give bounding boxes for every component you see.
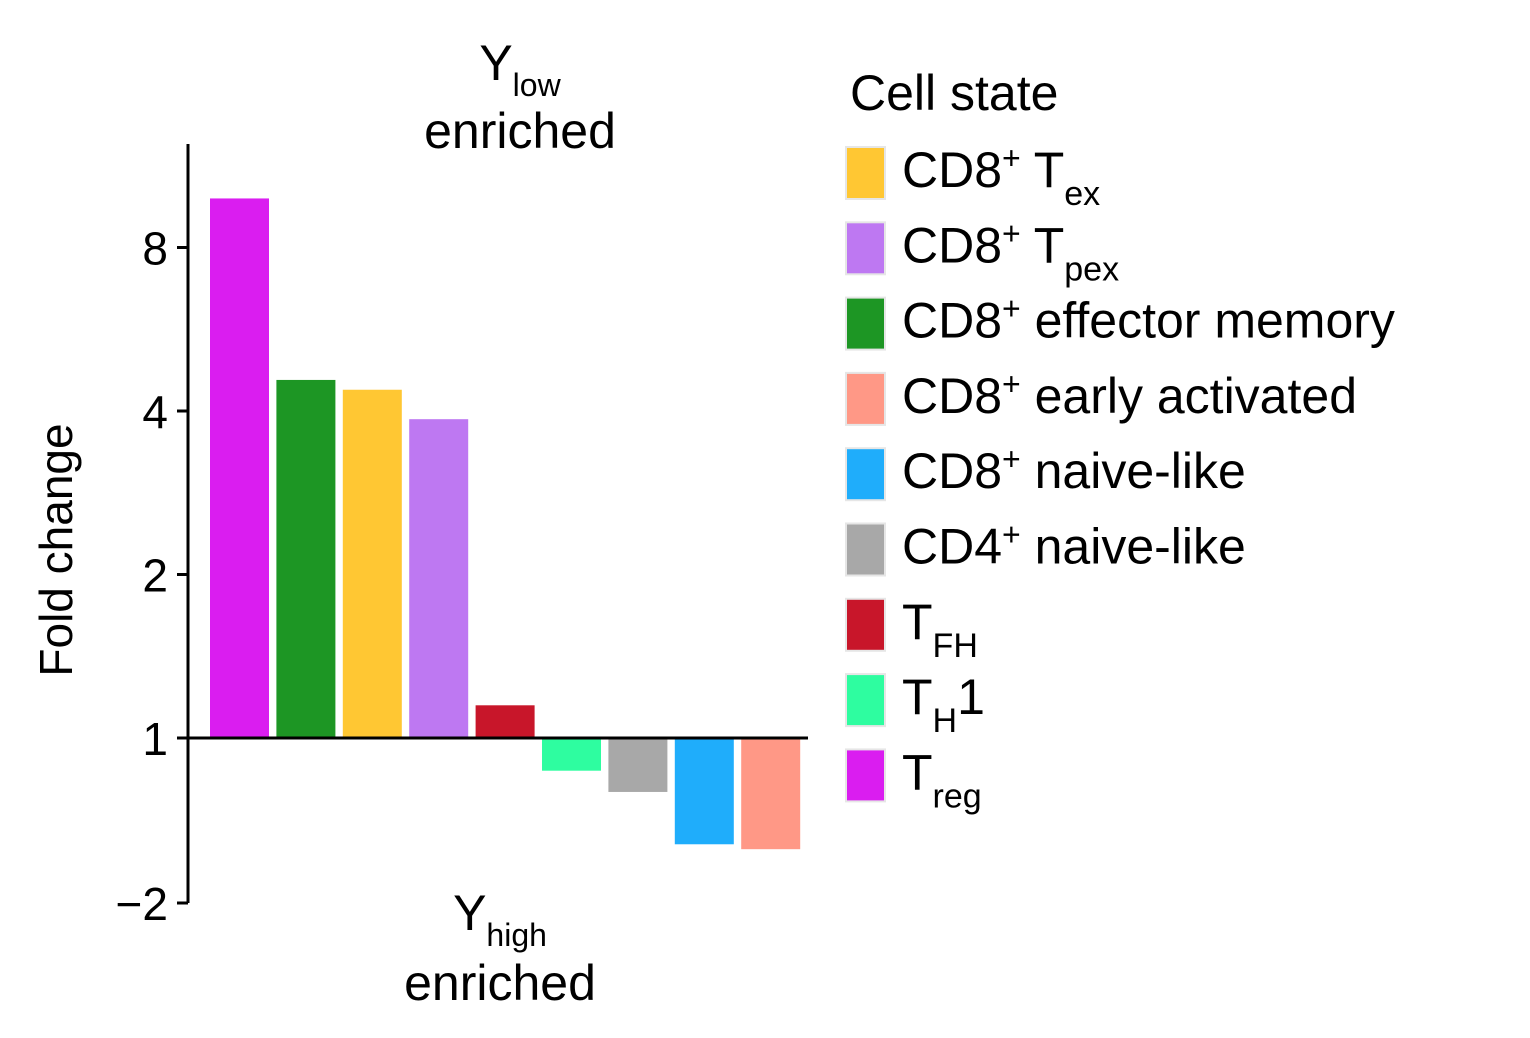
bars-group (210, 198, 801, 850)
bar-cd8_tpex (409, 419, 469, 738)
bar-cd8_early (741, 738, 801, 850)
bar-cd4_naive (608, 738, 668, 792)
bar-cd8_tex (342, 389, 402, 738)
y-tick-label: 2 (142, 550, 168, 602)
legend-swatch-cd8_naive (845, 447, 886, 502)
top-annotation-enriched-label: enriched (424, 103, 616, 159)
y-axis: −2 1 2 4 8 Fold change (30, 144, 808, 930)
legend-swatch-cd8_tex (845, 146, 886, 200)
legend-label-cd8_naive: CD8+ naive-like (902, 441, 1246, 499)
legend-label-cd8_early: CD8+ early activated (902, 366, 1357, 424)
y-tick-label: 4 (142, 386, 168, 438)
legend-title: Cell state (850, 65, 1058, 121)
bar-th1 (542, 738, 601, 771)
bar-cd8_naive (674, 738, 734, 845)
y-axis-title: Fold change (30, 423, 82, 676)
legend-label-th1: TH1 (902, 669, 985, 740)
bottom-annotation-enriched-label: enriched (404, 955, 596, 1011)
legend-label-cd8_tpex: CD8+ Tpex (902, 215, 1119, 288)
legend-label-cd8_em: CD8+ effector memory (902, 291, 1395, 349)
legend-swatch-cd8_em (845, 296, 886, 351)
bar-treg (210, 198, 269, 738)
top-annotation-label: Ylow (479, 35, 561, 103)
legend-label-treg: Treg (902, 744, 982, 815)
legend-swatch-th1 (845, 673, 886, 728)
legend-label-cd8_tex: CD8+ Tex (902, 140, 1100, 213)
legend-label-cd4_naive: CD4+ naive-like (902, 517, 1246, 575)
bar-cd8_em (276, 379, 336, 738)
legend-swatch-tfh (845, 597, 886, 652)
bar-tfh (475, 705, 535, 738)
legend-label-tfh: TFH (902, 594, 978, 665)
bottom-annotation-label: Yhigh (453, 885, 547, 953)
legend-swatch-treg (845, 748, 886, 803)
legend-swatch-cd8_early (845, 371, 886, 426)
y-tick-label: 1 (142, 713, 168, 765)
y-tick-label: −2 (116, 878, 168, 930)
y-tick-label: 8 (142, 223, 168, 275)
legend-swatch-cd4_naive (845, 522, 886, 577)
legend-swatch-cd8_tpex (845, 221, 886, 276)
